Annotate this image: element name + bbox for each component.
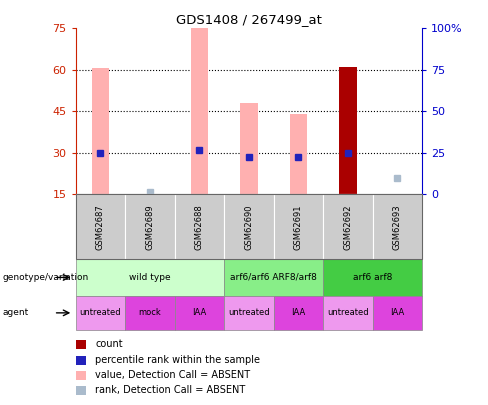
Text: IAA: IAA [390,308,405,318]
Bar [290,114,307,194]
Text: arf6 arf8: arf6 arf8 [353,273,392,282]
Title: GDS1408 / 267499_at: GDS1408 / 267499_at [176,13,322,26]
Text: untreated: untreated [228,308,270,318]
Text: GSM62688: GSM62688 [195,204,204,249]
Text: GSM62693: GSM62693 [393,204,402,249]
Bar [92,68,109,194]
Text: wild type: wild type [129,273,171,282]
Text: untreated: untreated [327,308,369,318]
Bar [240,103,258,194]
Text: IAA: IAA [291,308,305,318]
Bar [191,28,208,194]
Text: GSM62687: GSM62687 [96,204,105,249]
Text: genotype/variation: genotype/variation [2,273,89,282]
Text: rank, Detection Call = ABSENT: rank, Detection Call = ABSENT [95,386,245,395]
Text: count: count [95,339,123,349]
Text: mock: mock [139,308,161,318]
Text: GSM62691: GSM62691 [294,204,303,249]
Text: GSM62692: GSM62692 [344,204,352,249]
Text: value, Detection Call = ABSENT: value, Detection Call = ABSENT [95,370,250,380]
Text: untreated: untreated [80,308,121,318]
Text: percentile rank within the sample: percentile rank within the sample [95,355,260,364]
Text: GSM62690: GSM62690 [244,204,253,249]
Text: IAA: IAA [192,308,206,318]
Text: GSM62689: GSM62689 [145,204,154,249]
Bar [339,67,357,194]
Text: arf6/arf6 ARF8/arf8: arf6/arf6 ARF8/arf8 [230,273,317,282]
Text: agent: agent [2,308,29,318]
